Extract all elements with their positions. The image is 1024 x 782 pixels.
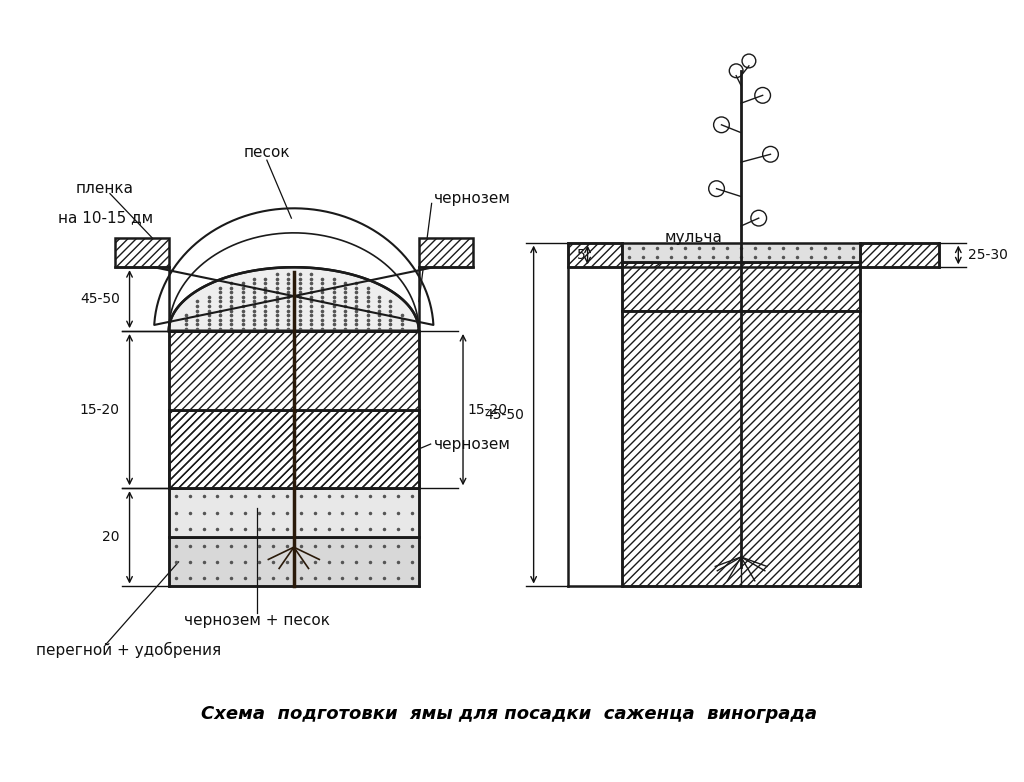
Text: чернозем + песок: чернозем + песок — [184, 613, 330, 629]
Text: 5: 5 — [577, 248, 586, 262]
Text: 15-20: 15-20 — [80, 403, 120, 417]
Bar — [622, 262, 860, 311]
Text: пленка: пленка — [76, 181, 133, 196]
Text: 15-20: 15-20 — [468, 403, 508, 417]
Bar — [169, 410, 419, 488]
Bar — [169, 410, 419, 488]
Bar — [860, 242, 939, 267]
Bar — [568, 242, 622, 267]
Bar — [169, 488, 419, 537]
Bar — [169, 331, 419, 410]
Bar — [169, 331, 419, 410]
Bar — [419, 238, 473, 267]
Text: на 10-15 дм: на 10-15 дм — [58, 210, 153, 226]
Text: 45-50: 45-50 — [80, 292, 120, 307]
Bar — [622, 242, 860, 262]
Text: песок: песок — [244, 145, 290, 160]
Text: чернозем: чернозем — [433, 436, 511, 451]
Text: перегной + удобрения: перегной + удобрения — [37, 642, 221, 658]
Text: 45-50: 45-50 — [484, 407, 524, 421]
Text: 25-30: 25-30 — [968, 248, 1008, 262]
Text: чернозем: чернозем — [433, 191, 511, 206]
Bar — [860, 242, 939, 267]
Bar — [622, 262, 860, 311]
Bar — [169, 410, 419, 488]
Bar — [115, 238, 169, 267]
Polygon shape — [169, 267, 419, 331]
Bar — [419, 238, 473, 267]
Bar — [622, 311, 860, 586]
Bar — [169, 410, 419, 488]
Bar — [568, 242, 622, 267]
Text: 20: 20 — [102, 530, 120, 544]
Text: мульча: мульча — [665, 230, 723, 246]
Text: Схема  подготовки  ямы для посадки  саженца  винограда: Схема подготовки ямы для посадки саженца… — [201, 705, 817, 723]
Bar — [169, 537, 419, 586]
Bar — [115, 238, 169, 267]
Bar — [622, 311, 860, 586]
